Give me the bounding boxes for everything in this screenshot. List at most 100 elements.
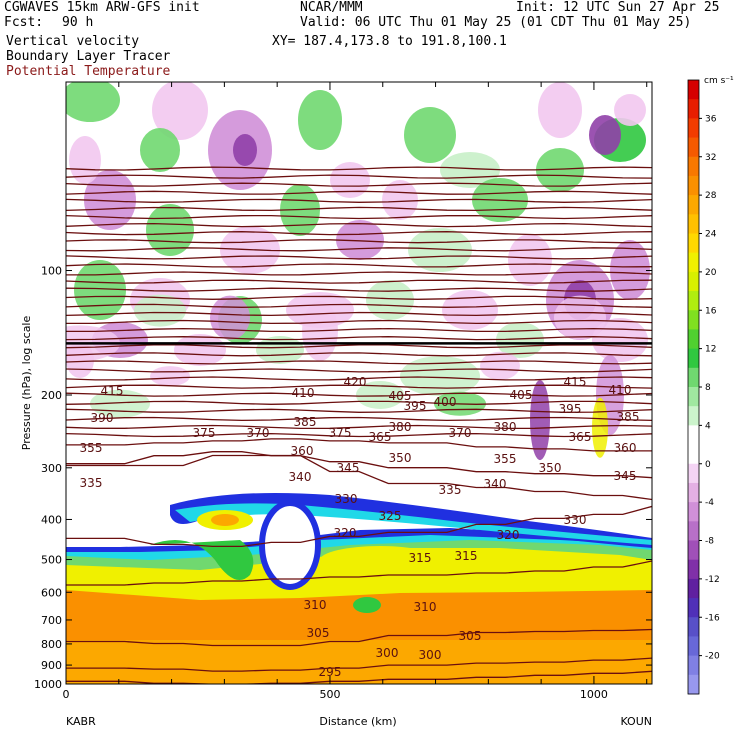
theta-contour — [66, 376, 652, 381]
field-potential-temperature: Potential Temperature — [6, 64, 171, 79]
y-tick-label: 900 — [41, 659, 62, 672]
colorbar-swatch — [688, 329, 699, 350]
theta-contour — [66, 368, 652, 373]
colorbar-label: -20 — [705, 652, 720, 662]
theta-contour-label: 405 — [389, 389, 412, 403]
theta-contour — [66, 319, 652, 325]
plot-frame — [65, 81, 653, 685]
vertical-velocity-cell — [140, 128, 180, 172]
forecast-label: Fcst: — [4, 15, 44, 30]
y-tick-label: 200 — [41, 389, 62, 402]
tracer-gap-edge — [259, 500, 321, 590]
colorbar-swatch — [688, 156, 699, 177]
theta-contour — [66, 384, 652, 389]
valid-time: Valid: 06 UTC Thu 01 May 25 (01 CDT Thu … — [300, 15, 692, 30]
theta-contour-label: 370 — [449, 426, 472, 440]
theta-contour-label: 385 — [617, 410, 640, 424]
colorbar-swatch — [688, 598, 699, 618]
colorbar-swatch — [688, 617, 699, 637]
theta-contour — [66, 416, 652, 422]
colorbar-swatch — [688, 521, 699, 541]
theta-contour — [66, 271, 652, 276]
colorbar-label: -16 — [705, 613, 720, 623]
theta-contour — [66, 352, 652, 357]
theta-contour-305 — [66, 628, 652, 647]
theta-contour — [66, 408, 652, 413]
theta-contour-label: 400 — [434, 395, 457, 409]
theta-contour — [66, 287, 652, 292]
theta-contour-label: 330 — [564, 513, 587, 527]
left-endpoint-label: KABR — [66, 715, 96, 728]
vertical-velocity-cell — [210, 295, 250, 340]
vertical-velocity-cell — [66, 82, 120, 122]
theta-contour-label: 355 — [80, 441, 103, 455]
vertical-velocity-cell — [336, 220, 384, 260]
colorbar-swatch — [688, 367, 699, 388]
colorbar-swatch — [688, 118, 699, 139]
colorbar-swatch — [688, 425, 699, 446]
colorbar-swatch — [688, 502, 699, 522]
theta-contour-label: 340 — [289, 470, 312, 484]
theta-contour-label: 360 — [614, 441, 637, 455]
colorbar-label: 28 — [705, 191, 717, 201]
colorbar-label: 12 — [705, 345, 716, 355]
vertical-velocity-cell — [382, 180, 418, 220]
colorbar-swatch — [688, 578, 699, 599]
colorbar-label: 4 — [705, 421, 711, 431]
theta-contour — [66, 263, 652, 268]
vertical-velocity-cell — [610, 240, 650, 300]
tracer-plume — [320, 546, 440, 574]
theta-contour — [66, 206, 652, 212]
colorbar-label: -8 — [705, 537, 714, 547]
y-tick-label: 100 — [41, 265, 62, 278]
y-tick-label: 500 — [41, 554, 62, 567]
vertical-velocity-cell — [400, 356, 480, 397]
vertical-velocity-cell — [442, 290, 498, 330]
theta-contour-320 — [66, 454, 652, 501]
xsection-endpoints: XY= 187.4,173.8 to 191.8,100.1 — [272, 34, 507, 49]
tracer-plume — [150, 540, 254, 580]
y-tick-label: 700 — [41, 614, 62, 627]
theta-contour — [66, 303, 652, 308]
vertical-velocity-cell — [530, 380, 550, 461]
colorbar-swatch — [688, 387, 699, 407]
theta-contour-label: 420 — [344, 375, 367, 389]
theta-contour-label: 410 — [609, 383, 632, 397]
colorbar-swatch — [688, 348, 699, 369]
theta-contour-label: 365 — [369, 430, 392, 444]
theta-contour-label: 315 — [409, 551, 432, 565]
forecast-hours: 90 h — [62, 15, 94, 30]
colorbar-swatch — [688, 291, 699, 311]
y-tick-label: 600 — [41, 586, 62, 599]
theta-contour — [66, 182, 652, 187]
theta-contour-310 — [66, 560, 652, 586]
colorbar-label: 36 — [705, 114, 717, 124]
theta-contour-label: 415 — [564, 375, 587, 389]
theta-contour — [66, 295, 652, 300]
theta-contour-label: 305 — [459, 629, 482, 643]
theta-contour-label: 305 — [307, 626, 330, 640]
theta-contour-300 — [66, 657, 652, 672]
right-endpoint-label: KOUN — [620, 715, 652, 728]
vertical-velocity-cell — [330, 162, 370, 198]
colorbar-swatch — [688, 137, 699, 158]
colorbar-swatch — [688, 80, 699, 100]
x-tick-label: 500 — [319, 688, 340, 701]
theta-contour-label: 410 — [292, 386, 315, 400]
theta-contour-label: 390 — [91, 411, 114, 425]
theta-contour — [66, 400, 652, 405]
colorbar-swatch — [688, 175, 699, 196]
colorbar-swatch — [688, 540, 699, 561]
theta-contour — [66, 214, 652, 220]
x-axis-label: Distance (km) — [319, 715, 396, 728]
vertical-velocity-cell — [440, 152, 500, 188]
theta-contour — [66, 231, 652, 236]
vertical-velocity-cell — [150, 366, 190, 387]
colorbar-swatch — [688, 99, 699, 119]
theta-contour-label: 310 — [304, 598, 327, 612]
theta-contour-label: 395 — [559, 402, 582, 416]
theta-contour-label: 345 — [614, 469, 637, 483]
colorbar-swatch — [688, 195, 699, 215]
vertical-velocity-cell — [366, 280, 414, 320]
vertical-velocity-cell — [589, 115, 621, 155]
